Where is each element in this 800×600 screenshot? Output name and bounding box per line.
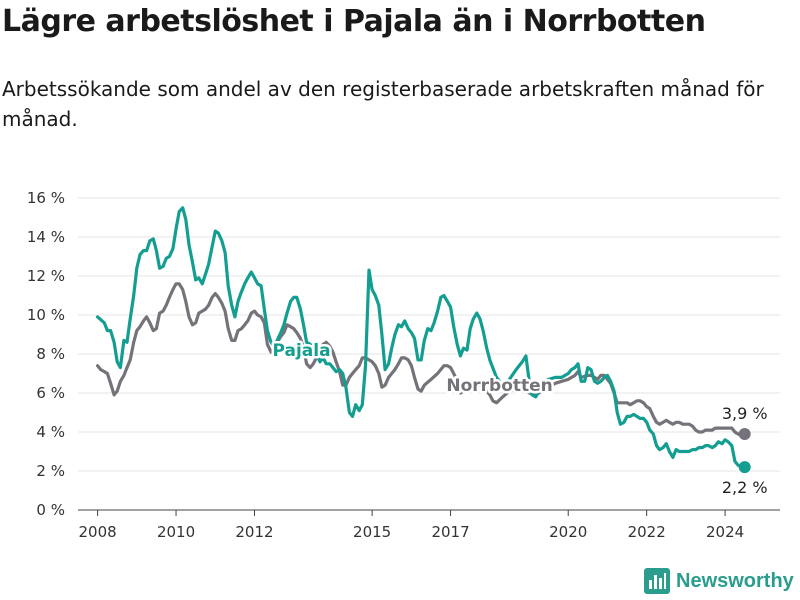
series-lines <box>96 206 751 474</box>
x-tick-label: 2020 <box>549 523 587 541</box>
y-tick-label: 10 % <box>27 306 65 324</box>
brand-name: Newsworthy <box>676 569 794 592</box>
axes: 0 % 2 % 4 % 6 % 8 % 10 % 12 % 14 % 16 % 2008 2010 2… <box>27 189 780 541</box>
series-labels: Pajala Norrbotten 3,9 % 2,2 % <box>270 338 768 497</box>
series-endpoint-pajala <box>738 461 751 474</box>
gridlines <box>78 197 780 511</box>
chart-subtitle: Arbetssökande som andel av den registerb… <box>2 77 764 131</box>
y-tick-label: 4 % <box>36 423 65 441</box>
chart-title: Lägre arbetslöshet i Pajala än i Norrbot… <box>2 4 706 39</box>
y-tick-label: 8 % <box>36 345 65 363</box>
brand-logo: Newsworthy <box>644 568 794 594</box>
y-tick-label: 14 % <box>27 228 65 246</box>
x-tick-label: 2015 <box>353 523 391 541</box>
series-endpoint-norrbotten <box>738 427 751 440</box>
x-tick-label: 2012 <box>235 523 273 541</box>
series-label-pajala: Pajala <box>273 341 331 361</box>
series-line-pajala <box>96 206 747 469</box>
line-chart: 0 % 2 % 4 % 6 % 8 % 10 % 12 % 14 % 16 % 2008 2010 2… <box>27 189 780 541</box>
y-tick-label: 0 % <box>36 501 65 519</box>
x-tick-label: 2022 <box>628 523 666 541</box>
end-label-norrbotten: 3,9 % <box>722 404 768 423</box>
x-tick-label: 2010 <box>157 523 195 541</box>
y-tick-label: 12 % <box>27 267 65 285</box>
x-tick-label: 2008 <box>79 523 117 541</box>
y-tick-label: 6 % <box>36 384 65 402</box>
newsworthy-logo-icon <box>644 568 670 594</box>
series-line-norrbotten <box>96 282 747 438</box>
x-tick-label: 2024 <box>706 523 744 541</box>
x-tick-label: 2017 <box>431 523 469 541</box>
end-label-pajala: 2,2 % <box>722 478 768 497</box>
y-tick-label: 16 % <box>27 189 65 207</box>
series-label-norrbotten: Norrbotten <box>446 376 552 396</box>
y-tick-label: 2 % <box>36 462 65 480</box>
